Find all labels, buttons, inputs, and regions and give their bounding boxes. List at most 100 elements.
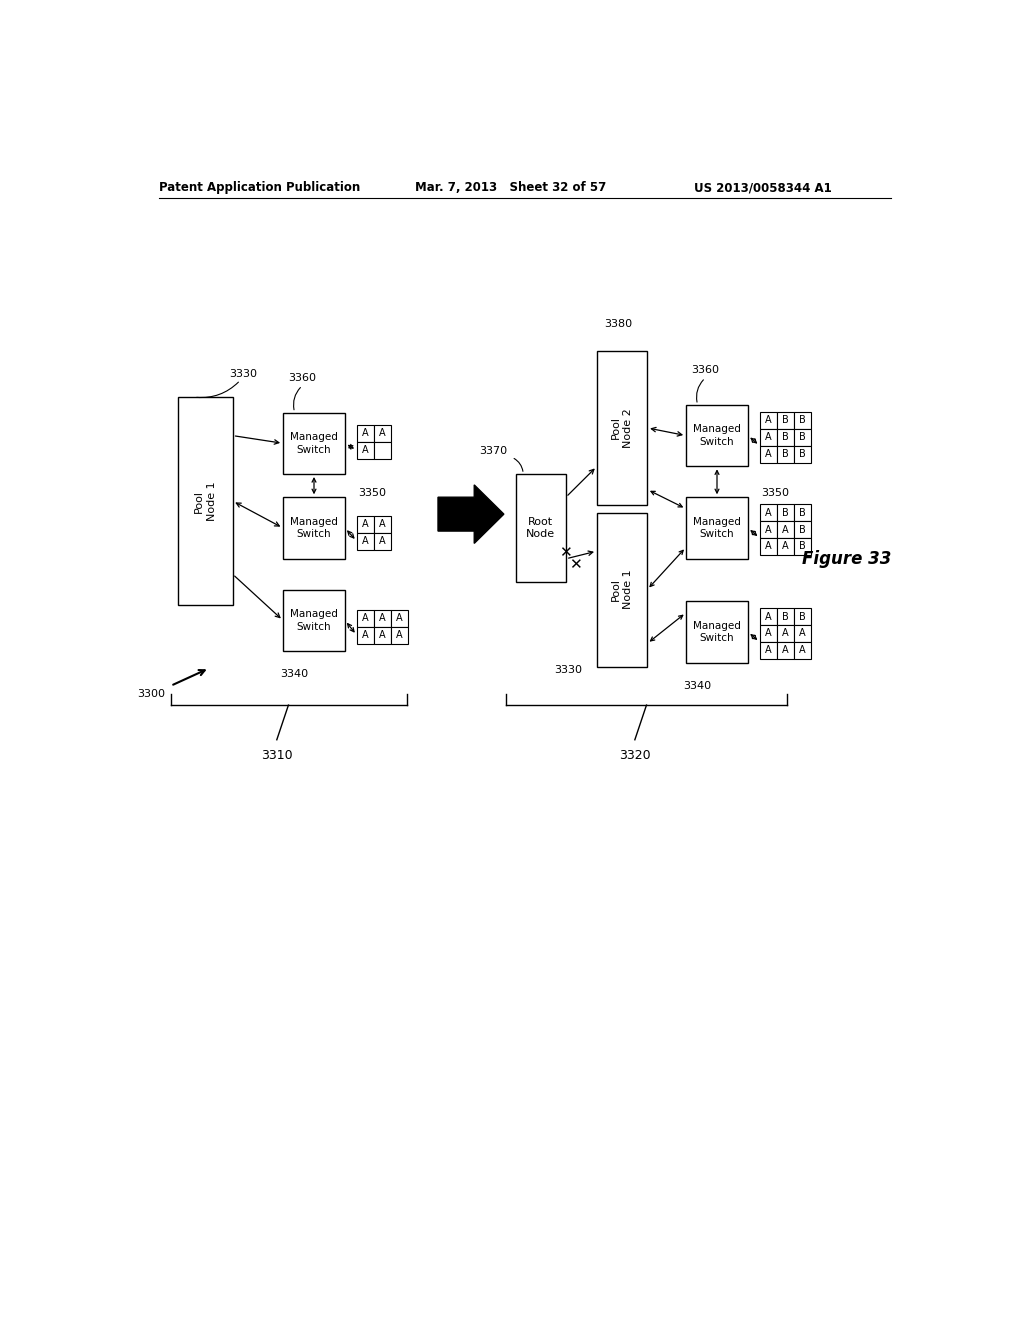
Bar (597, 351, 647, 506)
Text: B: B (799, 524, 806, 535)
Text: A: A (361, 612, 369, 623)
Bar (515, 474, 566, 582)
Text: Managed
Switch: Managed Switch (693, 517, 741, 539)
Text: B: B (799, 432, 806, 442)
Bar (760, 446, 776, 462)
Bar (356, 442, 374, 459)
Bar (776, 626, 794, 642)
Text: Root
Node: Root Node (526, 517, 555, 539)
Text: A: A (379, 630, 385, 640)
Text: 3370: 3370 (479, 446, 508, 455)
Bar (776, 539, 794, 554)
Bar (794, 539, 811, 554)
Text: A: A (765, 432, 771, 442)
Text: 3360: 3360 (289, 372, 316, 383)
Bar (794, 521, 811, 539)
Bar (374, 516, 391, 533)
Text: A: A (799, 628, 806, 639)
Text: A: A (782, 628, 788, 639)
Text: A: A (765, 508, 771, 517)
Text: A: A (361, 630, 369, 640)
Text: A: A (782, 645, 788, 656)
Bar (686, 405, 748, 466)
Text: A: A (765, 541, 771, 552)
Text: 3380: 3380 (604, 319, 633, 329)
Bar (374, 627, 391, 644)
Text: 3310: 3310 (261, 748, 293, 762)
Bar (283, 590, 345, 651)
Text: A: A (361, 536, 369, 546)
Text: A: A (361, 428, 369, 438)
Bar (794, 429, 811, 446)
Bar (374, 533, 391, 549)
Bar (776, 521, 794, 539)
Bar (374, 425, 391, 442)
Text: A: A (765, 449, 771, 459)
Text: B: B (782, 508, 788, 517)
Text: 3330: 3330 (228, 370, 257, 379)
Text: 3330: 3330 (554, 665, 583, 676)
Text: B: B (782, 449, 788, 459)
Text: 3350: 3350 (358, 488, 386, 499)
Text: ✕: ✕ (559, 545, 572, 560)
Text: B: B (782, 611, 788, 622)
Bar (794, 626, 811, 642)
Text: A: A (765, 611, 771, 622)
Text: B: B (799, 611, 806, 622)
Bar (686, 601, 748, 663)
Polygon shape (438, 484, 504, 544)
Text: B: B (799, 416, 806, 425)
Text: 3340: 3340 (684, 681, 712, 690)
Text: A: A (765, 645, 771, 656)
Bar (760, 521, 776, 539)
Text: 3360: 3360 (691, 366, 720, 375)
Bar (356, 610, 374, 627)
Text: A: A (765, 628, 771, 639)
Bar (374, 442, 391, 459)
Bar (776, 504, 794, 521)
Bar (794, 609, 811, 626)
Text: Managed
Switch: Managed Switch (290, 517, 338, 539)
Bar (794, 412, 811, 429)
Text: 3300: 3300 (137, 689, 165, 698)
Text: A: A (379, 428, 385, 438)
Text: A: A (361, 445, 369, 455)
Text: Patent Application Publication: Patent Application Publication (159, 181, 360, 194)
Bar (760, 429, 776, 446)
Text: B: B (782, 416, 788, 425)
Text: B: B (799, 541, 806, 552)
Bar (760, 539, 776, 554)
Text: 3340: 3340 (281, 669, 308, 680)
Bar (776, 642, 794, 659)
Text: 3320: 3320 (620, 748, 650, 762)
Text: ✕: ✕ (569, 557, 583, 572)
Bar (391, 627, 408, 644)
Bar (776, 446, 794, 462)
Bar (776, 412, 794, 429)
Text: A: A (799, 645, 806, 656)
Bar (356, 516, 374, 533)
Text: Managed
Switch: Managed Switch (290, 610, 338, 631)
Bar (283, 498, 345, 558)
Bar (794, 504, 811, 521)
Text: A: A (361, 519, 369, 529)
Text: Managed
Switch: Managed Switch (693, 425, 741, 446)
Text: A: A (782, 541, 788, 552)
Bar (776, 429, 794, 446)
Text: US 2013/0058344 A1: US 2013/0058344 A1 (693, 181, 831, 194)
Bar (794, 642, 811, 659)
Bar (760, 626, 776, 642)
Bar (760, 642, 776, 659)
Bar (760, 412, 776, 429)
Text: Managed
Switch: Managed Switch (693, 620, 741, 643)
Bar (794, 446, 811, 462)
Text: Managed
Switch: Managed Switch (290, 432, 338, 454)
Text: A: A (379, 612, 385, 623)
Bar (776, 609, 794, 626)
Bar (356, 533, 374, 549)
Text: B: B (782, 432, 788, 442)
Text: Pool
Node 2: Pool Node 2 (611, 408, 633, 447)
Bar (597, 512, 647, 667)
Bar (686, 498, 748, 558)
Text: A: A (379, 536, 385, 546)
